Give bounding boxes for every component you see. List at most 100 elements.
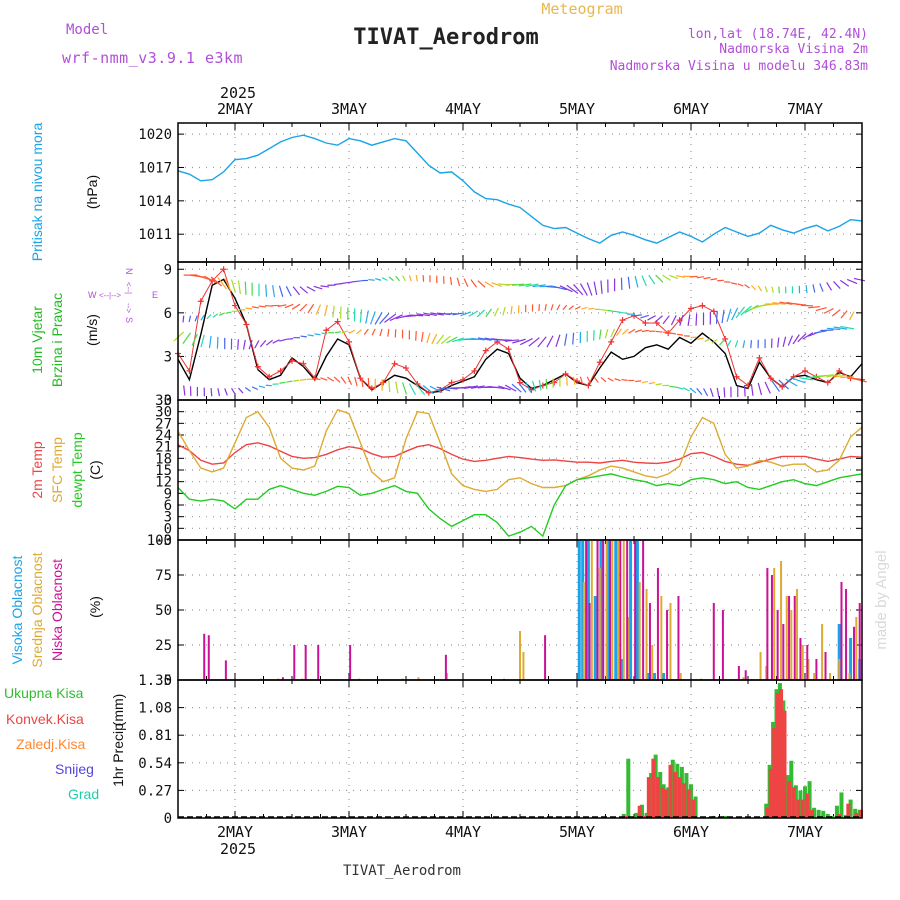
wind-arrow [635,380,642,383]
wind-arrow [436,334,445,345]
panel-frame [177,679,863,819]
wind-arrow [544,304,547,311]
compass-arrow-top: <--| [124,282,133,294]
wind-arrow [696,387,703,396]
precip-bar-total [830,815,835,818]
wind-arrow [676,333,684,336]
precip-bar-total [621,813,626,818]
wind-arrow [395,381,399,394]
wind-arrow [286,380,293,383]
wind-arrow [278,285,284,297]
wind-arrow [648,381,655,385]
gust-marker [562,370,569,377]
gust-marker [802,367,808,374]
wind-arrow [833,326,848,330]
ytick-label: 6 [164,498,172,514]
wind-arrow [785,378,798,387]
gust-marker [403,365,409,372]
precip-bar-convective [663,789,668,818]
ytick-label: 9 [164,262,172,278]
wind-arrow [545,379,548,390]
wind-arrow [511,283,525,286]
wind-arrow [719,339,725,346]
compass-east: E [152,290,158,300]
ytick-label: 0 [164,673,172,689]
wind-arrow [402,382,408,395]
low-cloud-label: Niska Oblacnost [49,559,65,661]
precip-bar-convective [660,787,665,818]
wind-arrow [292,286,301,296]
wind-arrow [387,328,390,337]
ytick-label: 24 [155,428,172,444]
wind-arrow [696,276,705,279]
wind-arrow [655,330,663,333]
wind-arrow [586,376,592,384]
day-label-top-4MAY: 4MAY [445,100,481,118]
wind-arrow [347,280,355,284]
ytick-label: 9 [164,486,172,502]
wind-arrow [183,385,186,396]
wind-arrow [422,385,434,395]
wind-arrow [194,315,198,322]
wind-arrow [334,283,342,286]
gust-marker [482,347,489,354]
wind-arrow [546,335,554,348]
wind-arrow [764,381,771,394]
wind-arrow [538,379,542,391]
wind-arrow [429,385,443,393]
wind-arrow [662,274,672,281]
wind-arrow [721,309,725,324]
precip-bar-total [798,790,803,818]
ytick-label: 0 [164,811,172,827]
gust-marker [323,327,330,334]
day-label-top-3MAY: 3MAY [331,100,367,118]
wind-arrow [431,333,438,345]
wind-arrow [777,337,780,348]
wind-arrow [778,379,789,390]
wind-arrow [470,385,485,389]
series-temperature-dewpt-temp [177,473,863,538]
station-title: TIVAT_Aerodrom [353,25,538,50]
wind-arrow [277,304,287,308]
ytick-label: 3 [164,349,172,365]
watermark: made by Angel [873,550,890,649]
precip-bar-total [634,812,639,818]
wind-arrow [689,387,697,394]
wind-arrow [468,310,479,317]
precip-bar-convective [677,777,682,818]
series-temperature-sfc-temp [177,408,863,493]
ytick-label: 50 [155,603,172,619]
wind-arrow [799,377,814,381]
wind-arrow [299,303,308,312]
wind-arrow [604,328,609,339]
day-label-bottom-2MAY: 2MAY [217,823,253,841]
wind-arrow [778,286,781,294]
wind-arrow [847,377,861,380]
wind-arrow [682,387,690,392]
wind-arrow [210,387,213,397]
precip-bar-total [644,812,649,818]
wind-arrow [743,385,746,397]
ytick-label: 30 [155,405,172,421]
precip-bar-convective [651,758,656,818]
panel-frame [177,122,863,263]
wind-arrow [750,284,756,291]
wind-arrow [808,306,820,309]
wind-arrow [556,304,561,311]
precip-bar-convective [805,793,810,818]
wind-arrow [504,384,517,392]
precip-bar-convective [779,689,784,818]
wind-arrow [251,306,260,309]
elevation-text: Nadmorska Visina 2m [719,42,868,57]
wind-arrow [740,305,752,316]
wind-arrow [771,286,774,293]
wind-arrow [231,279,237,293]
compass-arrows: <--|--> [99,291,121,300]
wind-arrow [711,338,718,344]
wind-arrow [593,376,599,383]
wind-arrow [491,386,505,390]
gust-marker [767,375,774,382]
wind-arrow [369,311,376,325]
wind-arrow [315,304,322,315]
